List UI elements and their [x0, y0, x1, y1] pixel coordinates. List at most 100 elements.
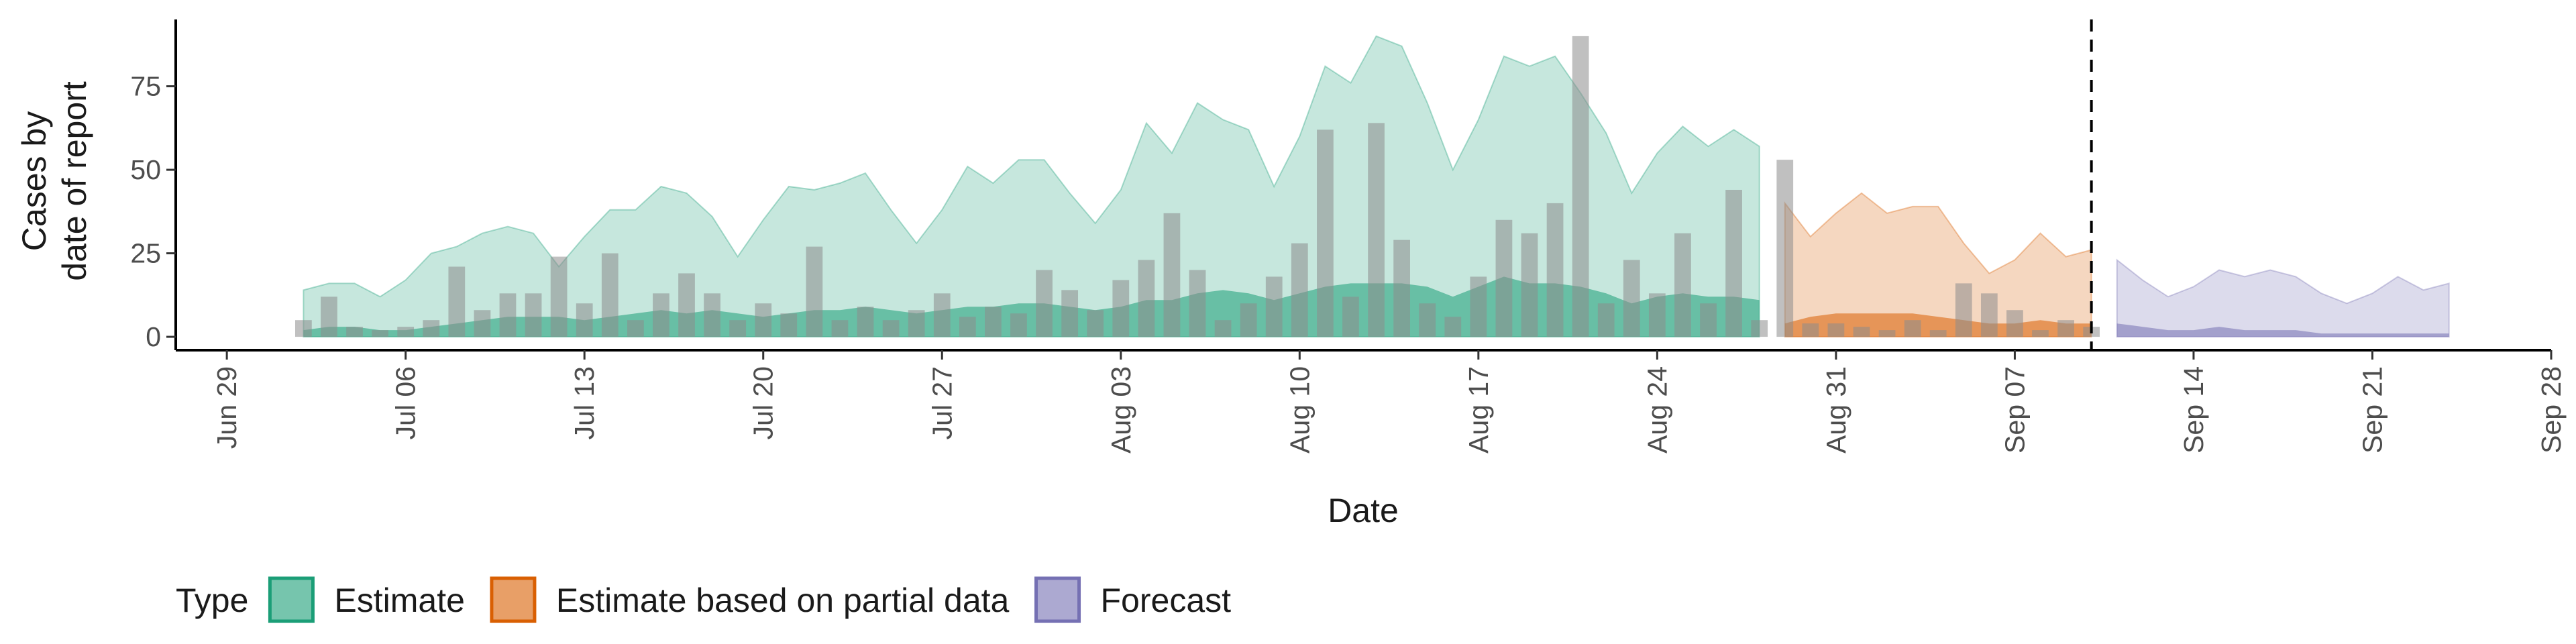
bar — [1368, 123, 1385, 337]
bar — [1342, 297, 1359, 337]
bar — [576, 303, 593, 337]
bar — [985, 307, 1002, 337]
bar — [1725, 189, 1742, 337]
bar — [346, 327, 363, 337]
bar — [1546, 203, 1564, 337]
bar — [908, 310, 925, 337]
legend-swatch — [490, 576, 537, 623]
bar — [1470, 276, 1487, 337]
bar — [933, 293, 951, 337]
inner-band — [2116, 323, 2449, 337]
bar — [423, 320, 440, 337]
bar — [1827, 323, 1845, 337]
bar — [729, 320, 747, 337]
bar — [1495, 219, 1513, 337]
bar — [1904, 320, 1921, 337]
bar — [1572, 36, 1589, 337]
bar — [1751, 320, 1768, 337]
x-tick-label: Jul 06 — [390, 366, 421, 439]
bar — [1929, 330, 1947, 337]
y-tick-label: 75 — [130, 71, 161, 102]
y-tick-label: 0 — [146, 321, 161, 352]
x-tick-label: Aug 10 — [1284, 366, 1315, 453]
outer-band — [1784, 192, 2092, 338]
bar — [1853, 327, 1870, 337]
bar — [2032, 330, 2049, 337]
x-tick-label: Sep 07 — [1999, 366, 2030, 453]
bar — [627, 320, 644, 337]
bar — [474, 310, 491, 337]
bar — [1265, 276, 1283, 337]
bar — [1087, 310, 1104, 337]
y-axis-title: date of report — [56, 81, 93, 281]
x-tick-label: Aug 03 — [1106, 366, 1136, 453]
legend-swatch — [268, 576, 315, 623]
y-tick-label: 25 — [130, 238, 161, 269]
bar — [448, 266, 466, 337]
x-axis-title: Date — [1328, 492, 1399, 529]
bar — [1955, 283, 1972, 337]
x-tick-label: Jul 27 — [926, 366, 957, 439]
bar — [2057, 320, 2074, 337]
bar — [1189, 270, 1206, 337]
x-tick-label: Jul 13 — [569, 366, 600, 439]
bar — [704, 293, 720, 337]
bar — [1036, 270, 1053, 337]
bar — [1393, 239, 1410, 337]
bar — [857, 307, 874, 337]
legend-label: Estimate based on partial data — [556, 582, 1010, 619]
bar — [1138, 260, 1155, 337]
x-tick-label: Jul 20 — [748, 366, 779, 439]
legend-label: Estimate — [334, 582, 465, 619]
x-tick-label: Aug 31 — [1821, 366, 1851, 453]
x-tick-label: Sep 21 — [2357, 366, 2387, 453]
x-tick-label: Sep 28 — [2536, 366, 2567, 453]
x-tick-label: Aug 17 — [1463, 366, 1494, 453]
legend-swatch — [1034, 576, 1081, 623]
bar — [1112, 280, 1130, 337]
legend-label: Forecast — [1101, 582, 1232, 619]
bar — [1878, 330, 1896, 337]
bar — [321, 297, 337, 337]
bar — [1700, 303, 1717, 337]
bar — [1419, 303, 1436, 337]
bar — [1802, 323, 1819, 337]
bar — [831, 320, 849, 337]
x-tick-label: Jun 29 — [211, 366, 242, 449]
bar — [397, 327, 415, 337]
bar — [755, 303, 772, 337]
bar — [1980, 293, 1998, 337]
bar — [1163, 213, 1181, 337]
bar — [1317, 129, 1334, 337]
bar — [1444, 317, 1462, 337]
bar — [1240, 303, 1257, 337]
bar — [1648, 293, 1666, 337]
bar — [1291, 243, 1308, 337]
x-tick-label: Sep 14 — [2178, 366, 2209, 453]
x-tick-label: Aug 24 — [1642, 366, 1672, 453]
y-axis-title: Cases by — [15, 111, 53, 251]
outer-band — [2116, 258, 2450, 338]
bar — [1010, 313, 1027, 337]
legend-title: Type — [176, 582, 248, 619]
bar — [1674, 233, 1691, 337]
bar — [525, 293, 542, 337]
bar — [1776, 160, 1794, 337]
bar — [1061, 290, 1079, 337]
bar — [1597, 303, 1615, 337]
bar — [780, 313, 798, 337]
bar — [678, 273, 695, 337]
bar — [1623, 260, 1640, 337]
bar — [653, 293, 669, 337]
bar — [1214, 320, 1232, 337]
bar — [1521, 233, 1538, 337]
bar — [959, 317, 976, 337]
bar — [2006, 310, 2023, 337]
y-tick-label: 50 — [130, 154, 161, 185]
bar — [372, 330, 388, 337]
bar — [295, 320, 312, 337]
bar — [601, 253, 619, 337]
bar — [806, 246, 823, 337]
bar — [499, 293, 517, 337]
bar — [550, 256, 568, 337]
